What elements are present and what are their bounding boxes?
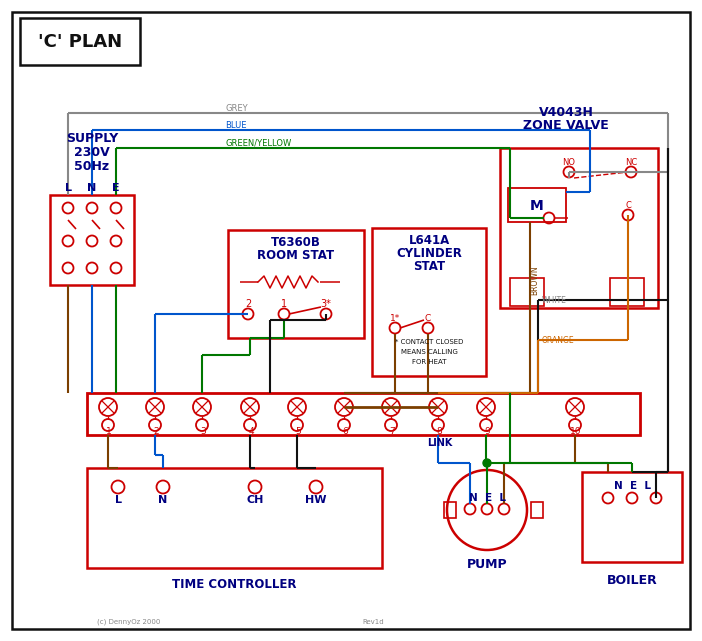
Text: BROWN: BROWN	[531, 265, 540, 295]
Text: 50Hz: 50Hz	[74, 160, 110, 172]
Text: BOILER: BOILER	[607, 574, 657, 587]
Text: ROOM STAT: ROOM STAT	[258, 249, 335, 262]
Text: ORANGE: ORANGE	[542, 335, 575, 344]
Text: 4: 4	[249, 428, 254, 437]
Text: 3: 3	[200, 428, 206, 437]
Bar	[444, 502, 456, 518]
Text: GREY: GREY	[225, 103, 248, 113]
Bar	[228, 230, 364, 338]
Bar	[20, 18, 140, 65]
Text: BLUE: BLUE	[225, 121, 246, 129]
Text: 8: 8	[436, 428, 442, 437]
Text: 6: 6	[342, 428, 348, 437]
Text: SUPPLY: SUPPLY	[66, 131, 118, 144]
Bar	[610, 278, 644, 306]
Text: ZONE VALVE: ZONE VALVE	[523, 119, 609, 131]
Text: 230V: 230V	[74, 146, 110, 158]
Text: MEANS CALLING: MEANS CALLING	[401, 349, 458, 355]
Text: 1: 1	[106, 428, 112, 437]
Bar	[87, 468, 382, 568]
Text: (c) DennyOz 2000: (c) DennyOz 2000	[97, 619, 160, 625]
Text: 1: 1	[281, 299, 287, 309]
Text: NC: NC	[625, 158, 637, 167]
Text: CH: CH	[246, 495, 264, 505]
Text: M: M	[530, 199, 544, 213]
Text: LINK: LINK	[428, 438, 453, 448]
Text: T6360B: T6360B	[271, 235, 321, 249]
Text: L641A: L641A	[409, 233, 449, 247]
Text: 9: 9	[484, 428, 490, 437]
Text: N  E  L: N E L	[468, 493, 505, 503]
Text: TIME CONTROLLER: TIME CONTROLLER	[172, 578, 296, 592]
Text: 7: 7	[389, 428, 395, 437]
Text: 3*: 3*	[321, 299, 331, 309]
Text: C: C	[425, 313, 431, 322]
Text: 10: 10	[570, 428, 582, 437]
Text: C: C	[625, 201, 631, 210]
Text: * CONTACT CLOSED: * CONTACT CLOSED	[395, 339, 463, 345]
Text: CYLINDER: CYLINDER	[396, 247, 462, 260]
Bar	[510, 278, 544, 306]
Text: 1*: 1*	[390, 313, 400, 322]
Circle shape	[483, 459, 491, 467]
Text: 2: 2	[153, 428, 159, 437]
Text: N: N	[87, 183, 97, 193]
Text: 'C' PLAN: 'C' PLAN	[38, 33, 122, 51]
Text: STAT: STAT	[413, 260, 445, 272]
Bar	[87, 393, 640, 435]
Bar	[50, 195, 134, 285]
Text: N: N	[159, 495, 168, 505]
Text: L: L	[65, 183, 72, 193]
Text: WHITE: WHITE	[542, 296, 567, 304]
Bar	[508, 188, 566, 222]
Text: V4043H: V4043H	[538, 106, 593, 119]
Text: NO: NO	[562, 158, 576, 167]
Text: FOR HEAT: FOR HEAT	[412, 359, 446, 365]
Bar	[372, 228, 486, 376]
Bar	[582, 472, 682, 562]
Bar	[531, 502, 543, 518]
Text: GREEN/YELLOW: GREEN/YELLOW	[225, 138, 291, 147]
Text: 5: 5	[295, 428, 301, 437]
Text: N  E  L: N E L	[614, 481, 651, 491]
Bar	[500, 148, 658, 308]
Text: PUMP: PUMP	[467, 558, 508, 572]
Text: 2: 2	[245, 299, 251, 309]
Text: HW: HW	[305, 495, 326, 505]
Text: Rev1d: Rev1d	[362, 619, 383, 625]
Text: E: E	[112, 183, 120, 193]
Text: L: L	[114, 495, 121, 505]
